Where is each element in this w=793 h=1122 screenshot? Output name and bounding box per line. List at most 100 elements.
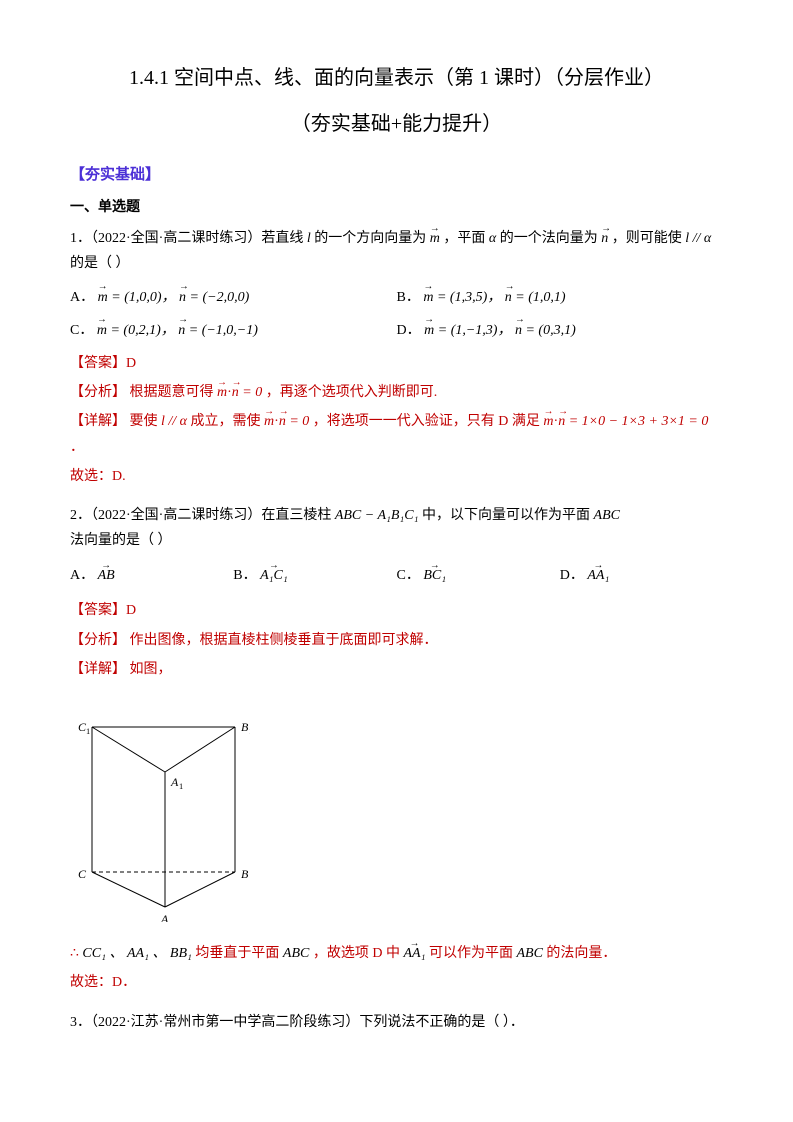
q2-conclusion: ∴ CC₁ 、 AA₁ 、 BB₁ 均垂直于平面 ABC ，故选项 D 中 AA… (70, 941, 723, 966)
vector-m-icon: m (264, 409, 274, 434)
q1-detail-la: l // α (161, 414, 187, 429)
subsection-single: 一、单选题 (70, 195, 723, 220)
q2-mid: 中，以下向量可以作为平面 (422, 508, 590, 523)
q1-l: l (307, 231, 311, 246)
vector-n-icon: n (232, 380, 239, 405)
vector-m-icon: m (217, 380, 227, 405)
q2-option-d[interactable]: D． AA₁ (560, 563, 723, 588)
vector-m-icon: m (423, 285, 433, 310)
q1-analysis-text: 根据题意可得 (130, 385, 214, 400)
q1-options-row1: A． m = (1,0,0)， n = (−2,0,0) B． m = (1,3… (70, 285, 723, 310)
q2-concl-mid2: ，故选项 D 中 (313, 946, 400, 961)
q1-option-b[interactable]: B． m = (1,3,5)， n = (1,0,1) (397, 285, 724, 310)
q1-t5: 的一个法向量为 (500, 231, 598, 246)
q2-plane: ABC (594, 508, 620, 523)
q1-c-n: = (−1,0,−1) (189, 323, 258, 338)
q1-d-label: D． (397, 323, 421, 338)
vector-a1c1-icon: A₁C₁ (260, 563, 288, 588)
q2-concl-tail: 的法向量． (546, 946, 616, 961)
q2-detail-text: 如图， (130, 662, 172, 677)
q2-concl-plane2: ABC (516, 946, 542, 961)
q2-answer: 【答案】D (70, 598, 723, 623)
q2-option-b[interactable]: B． A₁C₁ (233, 563, 396, 588)
vector-aa1-icon: AA₁ (587, 563, 609, 588)
svg-text:A: A (170, 775, 179, 789)
q1-analysis: 【分析】 根据题意可得 m·n = 0 ，再逐个选项代入判断即可. (70, 380, 723, 405)
q1-b-m: = (1,3,5)， (437, 290, 501, 305)
q2-option-c[interactable]: C． BC₁ (397, 563, 560, 588)
vector-aa1-icon: AA₁ (403, 941, 425, 966)
svg-text:1: 1 (179, 782, 183, 791)
q1-detail-tail: ． (70, 440, 84, 455)
vector-ab-icon: AB (98, 563, 115, 588)
vector-n-icon: n (558, 409, 565, 434)
vector-m-icon: m (424, 318, 434, 343)
vector-n-icon: n (279, 409, 286, 434)
q1-choice: 故选：D. (70, 464, 723, 489)
q1-stem: 1．（2022·全国·高二课时练习）若直线 l 的一个方向向量为 m ，平面 α… (70, 226, 723, 276)
q1-detail-eq1: = 0 (289, 414, 309, 429)
q3-stem: 3．（2022·江苏·常州市第一中学高二阶段练习）下列说法不正确的是（ ）． (70, 1010, 723, 1035)
q2-stem: 2．（2022·全国·高二课时练习）在直三棱柱 ABC − A₁B₁C₁ 中，以… (70, 503, 723, 553)
q1-answer: 【答案】D (70, 351, 723, 376)
q1-lalpha: l // α (685, 231, 711, 246)
q2-choice: 故选：D． (70, 970, 723, 995)
q2-c-label: C． (397, 568, 420, 583)
q2-d-label: D． (560, 568, 584, 583)
q1-option-d[interactable]: D． m = (1,−1,3)， n = (0,3,1) (397, 318, 724, 343)
q1-t3: ，平面 (443, 231, 485, 246)
q2-a-v: AB (98, 568, 115, 583)
q1-analysis-label: 【分析】 (70, 385, 126, 400)
vector-bc1-icon: BC₁ (423, 563, 446, 588)
q1-b-n: = (1,0,1) (515, 290, 565, 305)
page-title-1: 1.4.1 空间中点、线、面的向量表示（第 1 课时）（分层作业） (70, 60, 723, 96)
section-foundation: 【夯实基础】 (70, 162, 723, 189)
vector-n-icon: n (515, 318, 522, 343)
q2-prefix: 2．（2022·全国·高二课时练习）在直三棱柱 (70, 508, 331, 523)
q1-detail-t3: 成立，需使 (191, 414, 261, 429)
vector-m-icon: m (97, 318, 107, 343)
q2-concl-plane: ABC (283, 946, 309, 961)
q1-a-m: = (1,0,0)， (111, 290, 175, 305)
q2-analysis-label: 【分析】 (70, 633, 126, 648)
vector-n-icon: n (601, 226, 608, 251)
q2-b-label: B． (233, 568, 256, 583)
q2-diagram: C1B1A1CBA (70, 692, 723, 931)
q1-analysis-tail: ，再逐个选项代入判断即可. (266, 385, 438, 400)
q2-d-v: AA₁ (587, 568, 609, 583)
q2-concl-mid3: 可以作为平面 (429, 946, 513, 961)
q2-analysis-text: 作出图像，根据直棱柱侧棱垂直于底面即可求解． (130, 633, 438, 648)
q1-detail-t1: 要使 (130, 414, 158, 429)
q1-a-n: = (−2,0,0) (190, 290, 250, 305)
q1-c-m: = (0,2,1)， (110, 323, 174, 338)
page-title-2: （夯实基础+能力提升） (70, 106, 723, 142)
svg-text:C: C (78, 867, 87, 881)
vector-n-icon: n (179, 285, 186, 310)
q1-prefix: 1．（2022·全国·高二课时练习）若直线 (70, 231, 303, 246)
q1-d-n: = (0,3,1) (525, 323, 575, 338)
vector-n-icon: n (178, 318, 185, 343)
vector-n-icon: n (505, 285, 512, 310)
q2-option-a[interactable]: A． AB (70, 563, 233, 588)
q2-concl-mid: 均垂直于平面 (195, 946, 279, 961)
q2-b-v: A₁C₁ (260, 568, 288, 583)
q1-d-m: = (1,−1,3)， (438, 323, 512, 338)
q1-b-label: B． (397, 290, 420, 305)
vector-m-icon: m (543, 409, 553, 434)
q2-concl-seg1: CC₁ 、 AA₁ 、 BB₁ (82, 946, 191, 961)
q1-option-a[interactable]: A． m = (1,0,0)， n = (−2,0,0) (70, 285, 397, 310)
svg-text:A: A (160, 912, 169, 922)
q2-c-v: BC₁ (423, 568, 446, 583)
vector-m-icon: m (98, 285, 108, 310)
svg-text:1: 1 (86, 727, 90, 736)
svg-text:B: B (241, 720, 249, 734)
q1-alpha: α (489, 231, 496, 246)
q1-detail-t4: ，将选项一一代入验证，只有 D 满足 (313, 414, 540, 429)
q1-end: 的是（ ） (70, 256, 130, 271)
q1-analysis-eq: = 0 (242, 385, 262, 400)
svg-text:B: B (241, 867, 249, 881)
q1-option-c[interactable]: C． m = (0,2,1)， n = (−1,0,−1) (70, 318, 397, 343)
q2-a-label: A． (70, 568, 94, 583)
q2-concl-vec: AA₁ (403, 946, 425, 961)
q1-options-row2: C． m = (0,2,1)， n = (−1,0,−1) D． m = (1,… (70, 318, 723, 343)
